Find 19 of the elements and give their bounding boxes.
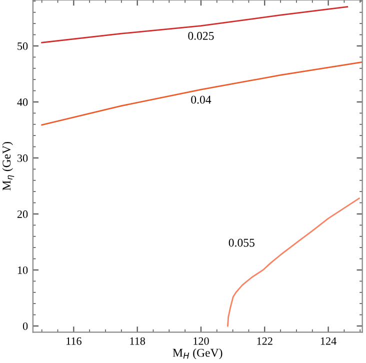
series-label: 0.04 [191, 96, 212, 104]
line-series [41, 61, 362, 126]
y-tick-label: 40 [17, 98, 28, 106]
y-tick-label: 20 [17, 210, 28, 218]
x-tick-label: 116 [66, 337, 82, 345]
series-label: 0.025 [188, 32, 214, 40]
y-tick-label: 10 [18, 266, 28, 274]
x-axis-title: M$_{H}$ (GeV) [172, 348, 222, 360]
y-tick-label: 0 [22, 322, 28, 330]
y-tick-label: 50 [18, 42, 28, 50]
x-tick-label: 118 [130, 337, 146, 345]
x-tick-label: 122 [257, 337, 272, 345]
line-series [227, 198, 360, 327]
y-tick-label: 30 [18, 154, 28, 162]
line-series [41, 6, 348, 44]
y-axis-title: M$_{η}$ (GeV) [2, 142, 14, 190]
x-tick-label: 124 [320, 337, 336, 345]
x-tick-label: 120 [194, 337, 209, 345]
series-label: 0.055 [228, 238, 254, 247]
